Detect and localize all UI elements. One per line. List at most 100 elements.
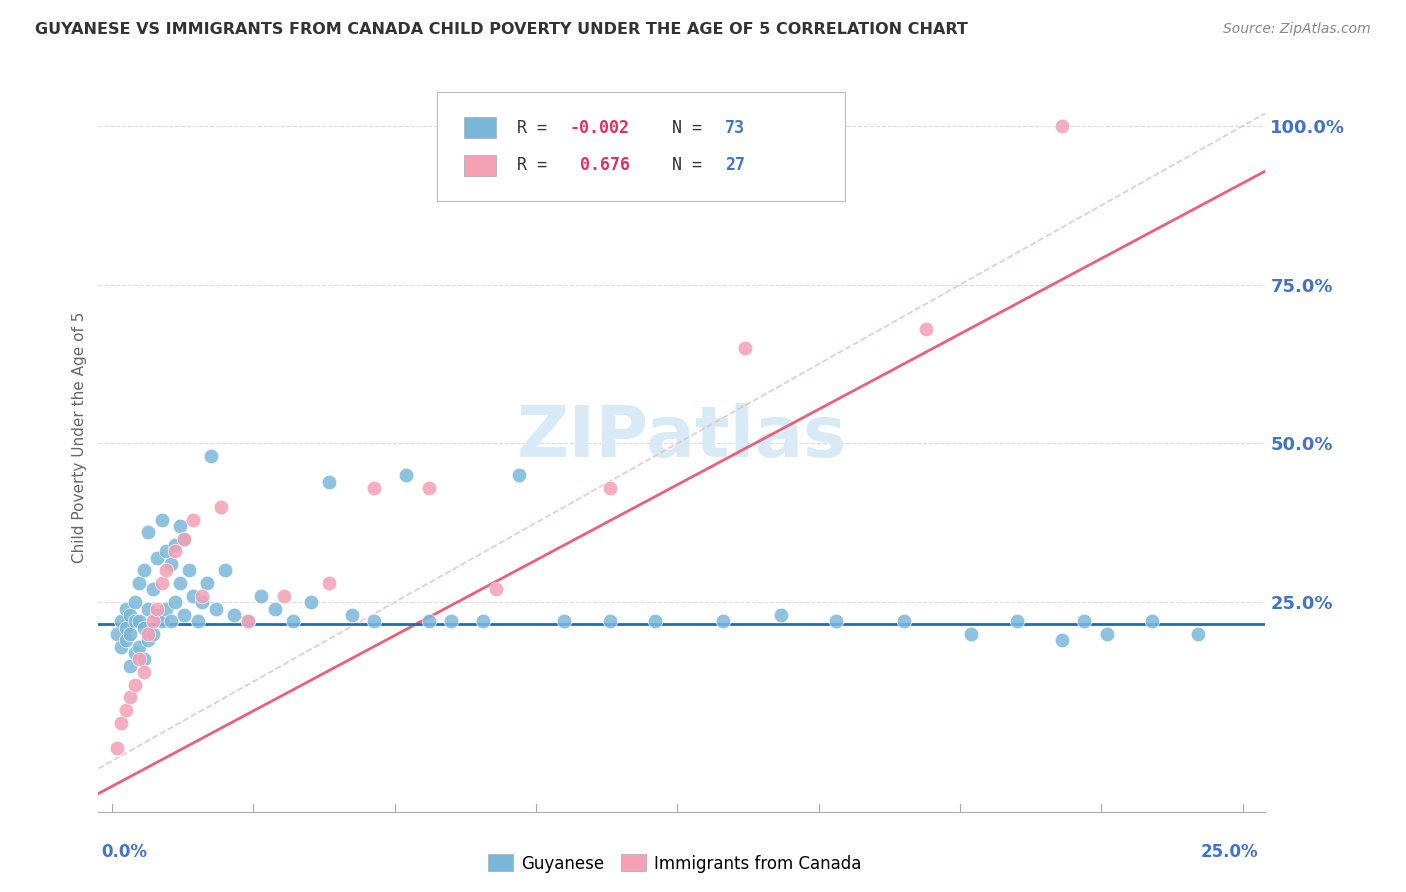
Point	[1005, 614, 1028, 628]
Point	[132, 652, 155, 666]
Point	[205, 601, 228, 615]
Y-axis label: Child Poverty Under the Age of 5: Child Poverty Under the Age of 5	[72, 311, 87, 563]
Point	[893, 614, 915, 628]
Point	[165, 538, 187, 552]
FancyBboxPatch shape	[437, 93, 845, 201]
Text: ZIPatlas: ZIPatlas	[517, 402, 846, 472]
Point	[644, 614, 666, 628]
Point	[120, 658, 142, 673]
Point	[150, 614, 173, 628]
Point	[195, 576, 218, 591]
Text: 73: 73	[725, 119, 745, 136]
Point	[169, 576, 191, 591]
Point	[155, 601, 177, 615]
Point	[363, 614, 385, 628]
Point	[114, 703, 136, 717]
Point	[146, 550, 169, 565]
Point	[224, 607, 246, 622]
Text: R =: R =	[517, 119, 557, 136]
Point	[169, 519, 191, 533]
Point	[110, 715, 132, 730]
Point	[263, 601, 285, 615]
Text: 0.0%: 0.0%	[101, 843, 148, 861]
Text: 0.676: 0.676	[569, 156, 630, 174]
Point	[250, 589, 273, 603]
Point	[183, 513, 205, 527]
Point	[132, 621, 155, 635]
Point	[281, 614, 304, 628]
Point	[191, 595, 214, 609]
Point	[340, 607, 363, 622]
Point	[132, 665, 155, 679]
Point	[363, 481, 385, 495]
Text: Source: ZipAtlas.com: Source: ZipAtlas.com	[1223, 22, 1371, 37]
Point	[209, 500, 232, 514]
Point	[273, 589, 295, 603]
Point	[132, 563, 155, 577]
Point	[114, 621, 136, 635]
Point	[318, 576, 340, 591]
Point	[236, 614, 259, 628]
Point	[105, 741, 128, 756]
Point	[124, 614, 146, 628]
Point	[1050, 119, 1073, 133]
Point	[1187, 627, 1209, 641]
Point	[155, 563, 177, 577]
Point	[553, 614, 575, 628]
Point	[150, 576, 173, 591]
Point	[485, 582, 508, 597]
Point	[110, 640, 132, 654]
Point	[1073, 614, 1095, 628]
Point	[136, 601, 159, 615]
Point	[734, 341, 756, 355]
Point	[155, 544, 177, 558]
Text: GUYANESE VS IMMIGRANTS FROM CANADA CHILD POVERTY UNDER THE AGE OF 5 CORRELATION : GUYANESE VS IMMIGRANTS FROM CANADA CHILD…	[35, 22, 967, 37]
Point	[395, 468, 418, 483]
Point	[711, 614, 734, 628]
Point	[159, 557, 181, 571]
Point	[440, 614, 463, 628]
Text: 25.0%: 25.0%	[1201, 843, 1258, 861]
Point	[146, 607, 169, 622]
Point	[114, 601, 136, 615]
Point	[508, 468, 530, 483]
Point	[120, 607, 142, 622]
Point	[183, 589, 205, 603]
Point	[173, 532, 195, 546]
Point	[165, 544, 187, 558]
Point	[128, 576, 150, 591]
Point	[200, 449, 222, 463]
Point	[471, 614, 494, 628]
Point	[418, 481, 440, 495]
Point	[120, 627, 142, 641]
FancyBboxPatch shape	[464, 117, 496, 138]
Point	[599, 614, 621, 628]
Point	[1050, 633, 1073, 648]
Point	[418, 614, 440, 628]
Point	[136, 525, 159, 540]
Point	[824, 614, 846, 628]
Point	[159, 614, 181, 628]
Point	[191, 589, 214, 603]
Point	[960, 627, 983, 641]
Point	[165, 595, 187, 609]
Point	[124, 678, 146, 692]
Point	[1142, 614, 1164, 628]
Text: -0.002: -0.002	[569, 119, 630, 136]
Point	[214, 563, 236, 577]
Point	[146, 601, 169, 615]
Point	[136, 633, 159, 648]
Text: N =: N =	[651, 156, 711, 174]
Legend: Guyanese, Immigrants from Canada: Guyanese, Immigrants from Canada	[481, 847, 869, 880]
Point	[128, 640, 150, 654]
Point	[177, 563, 200, 577]
Point	[120, 690, 142, 705]
Point	[142, 614, 165, 628]
Point	[173, 532, 195, 546]
Point	[299, 595, 322, 609]
Point	[318, 475, 340, 489]
Point	[173, 607, 195, 622]
Point	[142, 627, 165, 641]
Point	[150, 513, 173, 527]
Point	[915, 322, 938, 336]
